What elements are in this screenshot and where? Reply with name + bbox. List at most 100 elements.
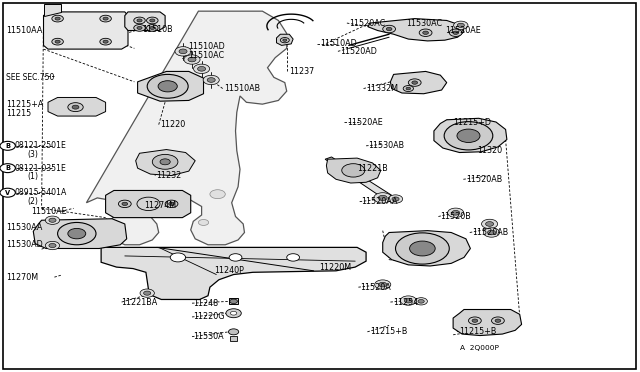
Circle shape (457, 129, 480, 142)
Circle shape (342, 164, 365, 177)
Text: 11530AB: 11530AB (368, 141, 404, 150)
Circle shape (152, 154, 178, 169)
Text: 11510AB: 11510AB (224, 84, 260, 93)
Text: 11248: 11248 (193, 299, 218, 308)
Circle shape (165, 200, 178, 208)
Text: 11215: 11215 (6, 109, 31, 118)
Text: 11220: 11220 (160, 120, 185, 129)
Circle shape (468, 317, 481, 324)
Text: (3): (3) (27, 150, 38, 159)
Circle shape (418, 299, 424, 303)
Circle shape (452, 211, 460, 215)
Circle shape (495, 319, 501, 322)
Circle shape (412, 81, 418, 84)
Polygon shape (453, 310, 522, 336)
Circle shape (55, 40, 60, 43)
Text: 11215+B: 11215+B (370, 327, 407, 336)
Circle shape (72, 105, 79, 109)
Polygon shape (48, 97, 106, 116)
Circle shape (58, 222, 96, 245)
Text: 11240P: 11240P (214, 266, 244, 275)
Circle shape (198, 219, 209, 225)
Circle shape (198, 67, 205, 71)
Text: 11510AD: 11510AD (320, 39, 356, 48)
Circle shape (150, 19, 155, 22)
Circle shape (492, 317, 504, 324)
Text: 08121-2501E: 08121-2501E (14, 141, 66, 150)
Circle shape (122, 202, 128, 205)
Polygon shape (44, 12, 128, 49)
Polygon shape (368, 19, 464, 41)
Text: 08121-0351E: 08121-0351E (14, 164, 66, 173)
Circle shape (392, 197, 399, 201)
Circle shape (374, 280, 391, 289)
Circle shape (226, 309, 241, 318)
Text: 11220G: 11220G (193, 312, 225, 321)
Circle shape (453, 31, 458, 35)
Text: A  2Q000P: A 2Q000P (460, 345, 499, 351)
Circle shape (457, 23, 465, 28)
Circle shape (378, 195, 387, 201)
Circle shape (403, 86, 413, 92)
Circle shape (0, 141, 15, 150)
Circle shape (488, 230, 495, 235)
Circle shape (134, 25, 145, 31)
Circle shape (483, 228, 500, 237)
Circle shape (404, 298, 412, 303)
Text: 11320: 11320 (477, 146, 502, 155)
Text: 11332M: 11332M (366, 84, 398, 93)
Circle shape (486, 222, 493, 226)
Circle shape (388, 195, 403, 203)
Circle shape (0, 188, 15, 197)
Circle shape (179, 49, 187, 54)
Circle shape (423, 31, 429, 35)
Circle shape (143, 291, 151, 295)
Circle shape (137, 19, 142, 22)
Text: 11215+B: 11215+B (460, 327, 497, 336)
Text: 11254: 11254 (393, 298, 418, 307)
Polygon shape (101, 247, 366, 299)
Text: 11274M: 11274M (144, 201, 176, 210)
Circle shape (169, 202, 174, 205)
Circle shape (147, 17, 158, 24)
Text: 11530AD: 11530AD (6, 240, 43, 249)
Circle shape (134, 17, 145, 24)
Text: 11520AC: 11520AC (349, 19, 386, 28)
Text: 11520AB: 11520AB (466, 175, 502, 184)
Text: 11510AE: 11510AE (31, 207, 67, 216)
Polygon shape (138, 71, 204, 101)
Text: 11221B: 11221B (357, 164, 388, 173)
Circle shape (383, 25, 396, 33)
Text: 11510B: 11510B (142, 25, 173, 34)
Polygon shape (390, 71, 447, 94)
Circle shape (103, 40, 108, 43)
Circle shape (228, 329, 239, 335)
Text: 11510AD: 11510AD (188, 42, 225, 51)
Text: 11530AC: 11530AC (406, 19, 442, 28)
Circle shape (158, 81, 177, 92)
Text: 11232: 11232 (156, 171, 181, 180)
Circle shape (374, 193, 392, 203)
Circle shape (68, 103, 83, 112)
Circle shape (230, 299, 237, 304)
Text: 11510AC: 11510AC (188, 51, 224, 60)
Circle shape (207, 78, 215, 82)
Circle shape (103, 17, 108, 20)
Circle shape (49, 218, 56, 222)
Text: 11215+D: 11215+D (453, 118, 491, 126)
Polygon shape (383, 231, 470, 266)
Text: 11221BA: 11221BA (122, 298, 158, 307)
Circle shape (415, 298, 428, 305)
Circle shape (408, 79, 421, 86)
Polygon shape (136, 150, 195, 176)
Text: (2): (2) (27, 197, 38, 206)
Text: 11520AA: 11520AA (361, 197, 397, 206)
Polygon shape (106, 190, 191, 218)
Circle shape (45, 216, 60, 224)
Circle shape (160, 159, 170, 165)
Circle shape (410, 241, 435, 256)
Circle shape (287, 254, 300, 261)
Polygon shape (33, 219, 127, 248)
Text: B: B (5, 143, 10, 149)
Circle shape (150, 26, 155, 29)
